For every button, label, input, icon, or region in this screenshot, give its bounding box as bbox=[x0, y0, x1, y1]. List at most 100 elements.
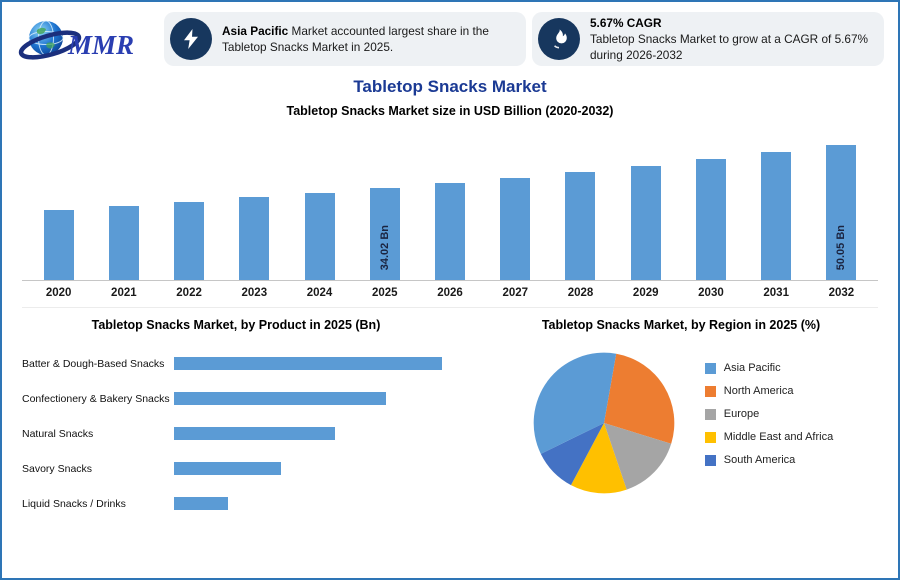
cagr-headline: 5.67% CAGR bbox=[590, 15, 662, 30]
product-bar bbox=[174, 357, 442, 370]
flame-icon bbox=[538, 18, 580, 60]
legend-label: Asia Pacific bbox=[723, 362, 781, 374]
year-label: 2020 bbox=[45, 287, 72, 299]
bar-plot-area: 34.02 Bn 50.05 Bn bbox=[22, 130, 878, 281]
x-axis-labels: 2020 2021 2022 2023 2024 2025 2026 2027 2028 2029… bbox=[22, 281, 878, 308]
year-label: 2023 bbox=[241, 287, 268, 299]
bar-column bbox=[26, 130, 91, 280]
bar-value-label: 34.02 Bn bbox=[378, 224, 391, 270]
pie-slice-north-america bbox=[603, 353, 675, 444]
product-row: Liquid Snacks / Drinks bbox=[8, 486, 464, 521]
mmr-logo-graphic: MMR bbox=[18, 20, 134, 60]
bar-2029 bbox=[630, 165, 661, 280]
bar-2020 bbox=[43, 209, 74, 280]
year-label: 2031 bbox=[763, 287, 789, 299]
product-bar bbox=[174, 392, 386, 405]
bar-column bbox=[287, 130, 352, 280]
header: MMR Asia Pacific Market accounted larges… bbox=[2, 2, 898, 68]
bar-2030 bbox=[695, 159, 726, 280]
bar-value-label: 50.05 Bn bbox=[835, 224, 848, 270]
legend-label: Middle East and Africa bbox=[723, 431, 834, 443]
pie-slice-south-america bbox=[540, 423, 604, 486]
product-bar bbox=[174, 427, 335, 440]
legend-item: North America bbox=[704, 385, 833, 397]
header-callout-asia-pacific: Asia Pacific Market accounted largest sh… bbox=[164, 12, 526, 66]
bar-column bbox=[483, 130, 548, 280]
bar-2023 bbox=[239, 197, 270, 280]
bottom-panels: Tabletop Snacks Market, by Product in 20… bbox=[2, 318, 898, 521]
bar-column bbox=[156, 130, 221, 280]
product-label: Savory Snacks bbox=[22, 462, 93, 475]
bar-2032: 50.05 Bn bbox=[826, 145, 857, 280]
product-label: Liquid Snacks / Drinks bbox=[22, 497, 126, 510]
region-chart-title: Tabletop Snacks Market, by Region in 202… bbox=[541, 318, 821, 332]
product-label: Natural Snacks bbox=[22, 427, 94, 440]
product-bar-chart: Batter & Dough-Based Snacks Confectionery… bbox=[8, 346, 464, 521]
bar-column bbox=[91, 130, 156, 280]
bar-2024 bbox=[304, 192, 335, 280]
bar-column bbox=[744, 130, 809, 280]
bar-column bbox=[548, 130, 613, 280]
year-label: 2028 bbox=[567, 287, 594, 299]
legend-label: North America bbox=[723, 385, 794, 397]
pie-slice-middle-east-and-africa bbox=[570, 423, 627, 494]
bar-2021 bbox=[108, 205, 139, 280]
product-row: Natural Snacks bbox=[8, 416, 464, 451]
year-label: 2026 bbox=[437, 287, 463, 299]
region-pie-chart bbox=[533, 352, 675, 494]
market-size-bar-chart: 34.02 Bn 50.05 Bn 2020 2021 2022 2023 2024 202… bbox=[22, 130, 878, 308]
year-label: 2024 bbox=[306, 287, 333, 299]
year-label: 2030 bbox=[698, 287, 724, 299]
product-row: Confectionery & Bakery Snacks bbox=[8, 381, 464, 416]
product-bar bbox=[174, 497, 228, 510]
bar-2026 bbox=[435, 183, 466, 280]
logo-swoosh bbox=[18, 30, 82, 60]
bar-2022 bbox=[174, 201, 205, 280]
legend-label: South America bbox=[723, 454, 796, 466]
bar-2031 bbox=[761, 152, 792, 280]
bar-column bbox=[222, 130, 287, 280]
bar-2025: 34.02 Bn bbox=[369, 188, 400, 280]
bar-column bbox=[417, 130, 482, 280]
header-callout-cagr: 5.67% CAGR Tabletop Snacks Market to gro… bbox=[532, 12, 884, 66]
legend-item: Asia Pacific bbox=[704, 362, 833, 374]
callout-body: Market accounted largest share in the Ta… bbox=[222, 23, 489, 54]
legend-swatch bbox=[704, 454, 716, 466]
cagr-body: Tabletop Snacks Market to grow at a CAGR… bbox=[590, 31, 869, 63]
region-panel: Tabletop Snacks Market, by Region in 202… bbox=[464, 318, 898, 521]
callout-asia-pacific-text: Asia Pacific Market accounted largest sh… bbox=[222, 23, 516, 56]
legend-item: Middle East and Africa bbox=[704, 431, 834, 443]
year-label: 2027 bbox=[502, 287, 529, 299]
logo-text: MMR bbox=[67, 30, 134, 60]
page-title: Tabletop Snacks Market bbox=[353, 77, 547, 96]
legend-item: South America bbox=[704, 454, 833, 466]
bar-2028 bbox=[565, 171, 596, 280]
bar-2027 bbox=[500, 177, 531, 280]
callout-cagr-text: 5.67% CAGR Tabletop Snacks Market to gro… bbox=[590, 15, 874, 64]
mmr-logo: MMR bbox=[16, 12, 158, 68]
legend-swatch bbox=[704, 362, 716, 374]
product-bar bbox=[174, 462, 281, 475]
pie-slice-asia-pacific bbox=[533, 352, 616, 454]
product-chart-title: Tabletop Snacks Market, by Product in 20… bbox=[91, 318, 381, 332]
product-row: Batter & Dough-Based Snacks bbox=[8, 346, 464, 381]
legend-swatch bbox=[704, 431, 716, 443]
region-legend: Asia Pacific North America Europe Middle Ea… bbox=[704, 362, 834, 466]
legend-swatch bbox=[704, 408, 716, 420]
pie-slice-europe bbox=[603, 423, 671, 490]
year-label: 2021 bbox=[111, 287, 137, 299]
year-label: 2029 bbox=[632, 287, 659, 299]
bar-column bbox=[613, 130, 678, 280]
bar-column bbox=[678, 130, 743, 280]
callout-highlight: Asia Pacific bbox=[222, 23, 289, 38]
year-label: 2025 bbox=[371, 287, 398, 299]
legend-swatch bbox=[704, 385, 716, 397]
bar-column: 34.02 Bn bbox=[352, 130, 417, 280]
market-size-chart-title: Tabletop Snacks Market size in USD Billi… bbox=[286, 104, 614, 118]
year-label: 2032 bbox=[828, 287, 855, 299]
legend-item: Europe bbox=[704, 408, 833, 420]
product-label: Confectionery & Bakery Snacks bbox=[22, 392, 170, 405]
region-chart-area: Asia Pacific North America Europe Middle Ea… bbox=[464, 348, 898, 498]
product-row: Savory Snacks bbox=[8, 451, 464, 486]
